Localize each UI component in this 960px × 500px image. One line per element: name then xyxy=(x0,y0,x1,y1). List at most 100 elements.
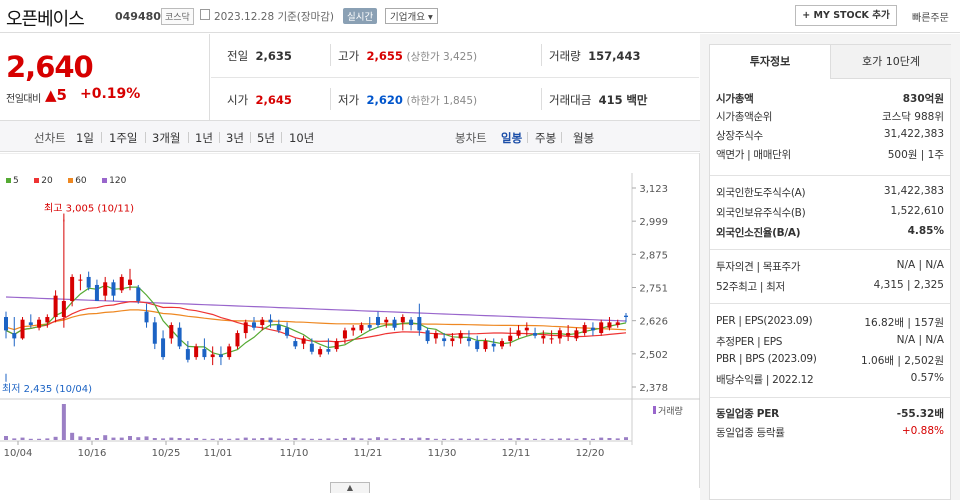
tab-weekly[interactable]: 주봉 xyxy=(535,131,557,145)
volume-bar xyxy=(433,438,438,440)
x-tick-label: 10/16 xyxy=(78,448,107,459)
candle-body xyxy=(53,295,58,318)
volume-bar xyxy=(260,438,265,440)
open-price: 시가 2,645 xyxy=(227,92,292,108)
volume-bar xyxy=(161,438,166,440)
tab-3year[interactable]: 3년 xyxy=(226,131,244,145)
volume-bar xyxy=(582,438,587,440)
invest-row-label: 외국인한도주식수(A) xyxy=(716,187,806,199)
candle-body xyxy=(268,319,273,323)
tab-3month[interactable]: 3개월 xyxy=(152,131,181,145)
tab-1year[interactable]: 1년 xyxy=(195,131,213,145)
collapse-chart-button[interactable]: ▲ xyxy=(330,482,370,493)
volume-bar xyxy=(20,437,25,440)
tab-monthly[interactable]: 월봉 xyxy=(573,131,595,145)
candle-body xyxy=(177,327,182,347)
volume-bar xyxy=(624,437,628,440)
tab-invest-info[interactable]: 투자정보 xyxy=(710,45,830,79)
candle-body xyxy=(12,333,17,339)
candle-body xyxy=(285,327,290,336)
candle-body xyxy=(533,333,538,336)
volume-bar xyxy=(557,438,562,440)
volume-bar xyxy=(94,438,99,440)
y-tick-label: 2,751 xyxy=(639,284,668,295)
candle-body xyxy=(359,325,364,331)
tab-1day[interactable]: 1일 xyxy=(76,131,94,145)
tab-sep xyxy=(101,132,102,143)
candle-body xyxy=(194,346,199,358)
candle-body xyxy=(384,319,389,323)
y-tick-label: 2,502 xyxy=(639,350,668,361)
section-divider xyxy=(710,249,950,250)
tab-10year[interactable]: 10년 xyxy=(289,131,315,145)
invest-row-label: 시가총액순위 xyxy=(716,111,773,123)
change-value: ▲5 xyxy=(45,86,67,104)
lower-limit: (하한가 1,845) xyxy=(406,95,478,107)
invest-info-panel: 투자정보 호가 10단계 시가총액 830억원 시가총액순위 코스닥 988위 상장주식… xyxy=(709,44,951,500)
volume-bar xyxy=(351,437,356,440)
volume-bar xyxy=(293,438,298,440)
volume-bar xyxy=(334,438,339,440)
volume-bar xyxy=(70,432,75,440)
invest-row-value: 코스닥 988위 xyxy=(881,111,944,123)
divider xyxy=(541,88,542,110)
tab-orderbook[interactable]: 호가 10단계 xyxy=(830,45,951,79)
quick-order-link[interactable]: 빠른주문 xyxy=(912,13,949,24)
volume-bar xyxy=(615,438,620,440)
volume-bar xyxy=(400,438,405,440)
tab-line-chart[interactable]: 선차트 xyxy=(34,131,66,145)
tab-1week[interactable]: 1주일 xyxy=(109,131,138,145)
candle-body xyxy=(376,317,380,326)
open-value: 2,645 xyxy=(255,93,292,107)
realtime-button[interactable]: 실시간 xyxy=(343,8,378,24)
change-label: 전일대비 xyxy=(6,94,41,105)
prev-close-value: 2,635 xyxy=(255,49,292,63)
low-label: 저가 xyxy=(338,93,360,107)
y-tick-label: 2,999 xyxy=(639,217,668,228)
candle-body xyxy=(28,322,33,326)
volume-bar xyxy=(541,438,546,440)
volume-bar xyxy=(367,438,372,440)
high-value: 2,655 xyxy=(366,49,403,63)
volume-bar xyxy=(218,438,223,440)
tab-sep xyxy=(527,132,528,143)
volume-stat: 거래량 157,443 xyxy=(549,48,640,64)
tab-sep xyxy=(219,132,220,143)
section-divider xyxy=(710,303,950,304)
candle-body xyxy=(4,317,8,331)
high-price: 고가 2,655 (상한가 3,425) xyxy=(338,48,477,64)
tab-daily[interactable]: 일봉 xyxy=(501,131,523,145)
add-mystock-button[interactable]: + MY STOCK 추가 xyxy=(795,5,897,26)
candle-body xyxy=(334,341,339,350)
high-label: 고가 xyxy=(338,49,360,63)
invest-row-value: N/A | N/A xyxy=(896,334,944,346)
tab-sep xyxy=(561,132,562,143)
legend-ma5: 5 xyxy=(6,176,25,186)
candle-body xyxy=(524,327,529,331)
invest-row-label: 외국인보유주식수(B) xyxy=(716,207,806,219)
volume-bar xyxy=(144,436,149,440)
tab-5year[interactable]: 5년 xyxy=(257,131,275,145)
tab-candle-chart[interactable]: 봉차트 xyxy=(455,131,487,145)
invest-row: PER | EPS(2023.09) 16.82배 | 157원 xyxy=(716,315,944,334)
volume-bar xyxy=(376,437,380,440)
candle-body xyxy=(252,322,256,328)
invest-row-value: +0.88% xyxy=(901,425,944,437)
candle-body xyxy=(409,319,414,326)
candlestick-svg[interactable]: 3,123 2,999 2,875 2,751 2,626 2,502 2,378 최고 3,… xyxy=(0,153,700,488)
invest-row-value: -55.32배 xyxy=(896,408,944,420)
volume-bar xyxy=(78,436,83,440)
x-tick-label: 11/21 xyxy=(354,448,383,459)
candle-body xyxy=(475,341,480,350)
amount-value: 415 xyxy=(598,93,623,107)
invest-row: PBR | BPS (2023.09) 1.06배 | 2,502원 xyxy=(716,353,944,372)
prev-close: 전일 2,635 xyxy=(227,48,292,64)
candle-body xyxy=(351,327,356,331)
invest-row: 추정PER | EPS N/A | N/A xyxy=(716,334,944,353)
invest-row: 외국인보유주식수(B) 1,522,610 xyxy=(716,205,944,224)
company-info-dropdown[interactable]: 기업개요 ▾ xyxy=(385,8,438,24)
volume-bar xyxy=(185,438,190,440)
y-tick-label: 3,123 xyxy=(639,184,668,195)
x-tick-label: 11/10 xyxy=(280,448,309,459)
candle-body xyxy=(615,322,620,326)
